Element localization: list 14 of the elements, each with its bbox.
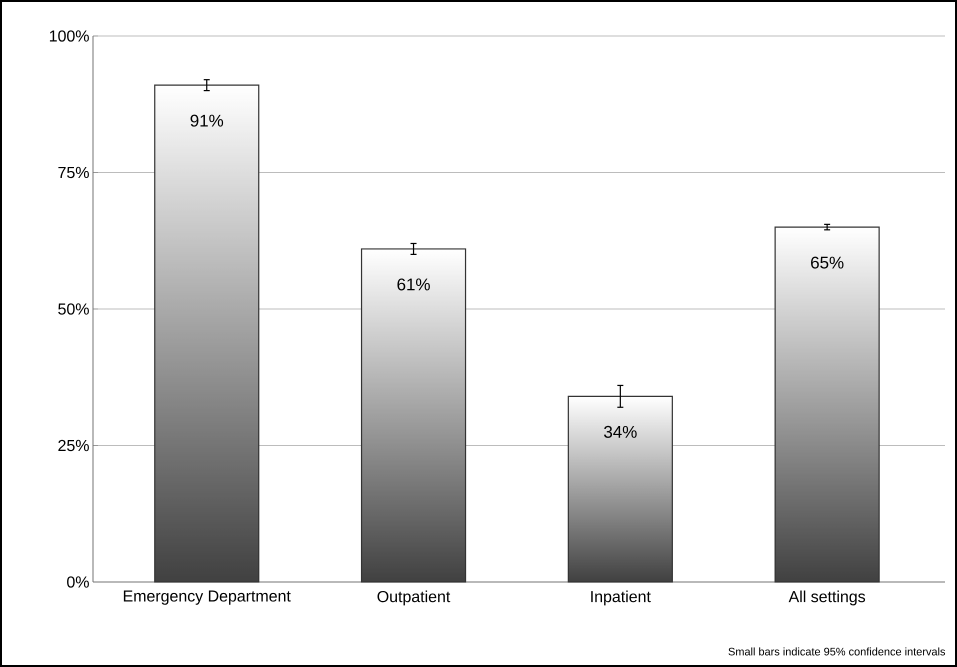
y-tick-label: 100% — [50, 30, 89, 42]
y-tick-label: 75% — [58, 166, 89, 178]
data-label: 61% — [397, 278, 430, 290]
data-label: 34% — [604, 426, 637, 438]
x-tick-label: Emergency Department — [124, 590, 291, 605]
y-tick-label: 50% — [58, 303, 89, 315]
data-label: 91% — [190, 114, 224, 127]
x-tick-label: Inpatient — [591, 590, 651, 606]
y-tick-label: 0% — [67, 576, 89, 588]
x-tick-label: All settings — [788, 590, 866, 606]
data-label: 65% — [811, 256, 844, 269]
text: Small bars indicate 95% confidence intervals — [728, 647, 946, 656]
y-tick-label: 25% — [58, 440, 89, 452]
x-tick-label: Outpatient — [378, 590, 450, 606]
